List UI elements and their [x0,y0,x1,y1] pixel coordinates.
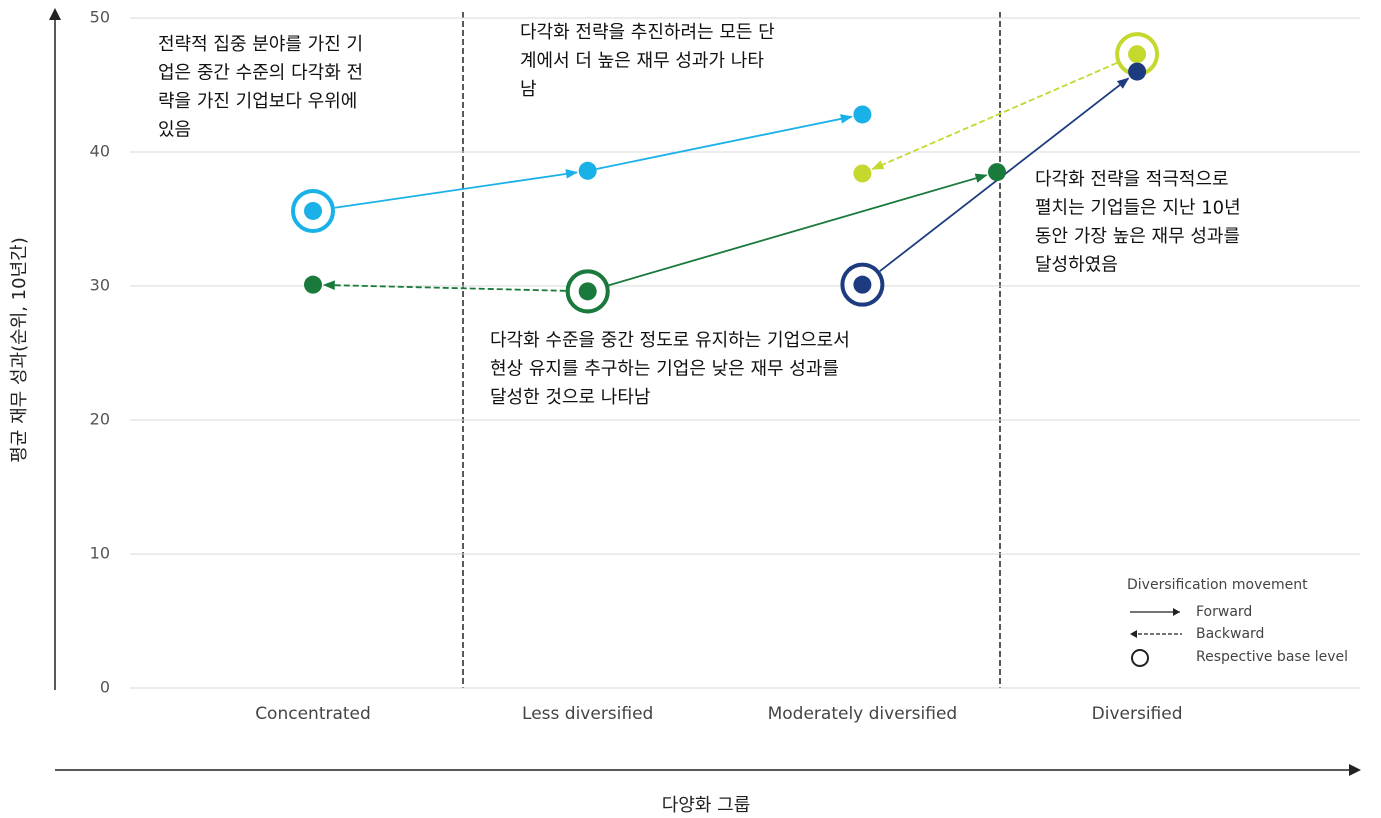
annotation: 계에서 더 높은 재무 성과가 나타 [520,51,764,72]
annotation: 있음 [158,120,191,141]
y-tick-label: 20 [90,410,110,429]
y-tick-label: 50 [90,8,110,27]
annotation: 업은 중간 수준의 다각화 전 [158,63,363,84]
legend-label: Forward [1196,604,1252,620]
x-tick-label: Less diversified [522,704,653,724]
y-axis-label: 평균 재무 성과(순위, 10년간) [9,237,30,462]
annotation: 다각화 수준을 중간 정도로 유지하는 기업으로서 [490,330,850,351]
annotation: 현상 유지를 추구하는 기업은 낮은 재무 성과를 [490,359,839,380]
point [1128,62,1147,81]
legend-ring [1131,649,1149,667]
point [578,161,597,180]
legend: Diversification movement Forward Backwar… [1127,577,1348,667]
movement-arrow [608,173,988,287]
point [988,163,1007,182]
movement-arrow [334,169,579,209]
legend-label: Respective base level [1196,649,1348,665]
annotation: 전략적 집중 분야를 가진 기 [158,34,363,55]
x-axis-label: 다양화 그룹 [662,795,751,816]
annotation: 남 [520,79,537,100]
movement-arrow [322,280,566,292]
movement-arrow [596,114,853,170]
point [1128,45,1147,64]
point [304,201,322,220]
point [304,275,322,294]
y-tick-label: 40 [90,142,110,161]
y-tick-label: 0 [100,678,110,697]
legend-title: Diversification movement [1127,577,1308,593]
annotation: 다각화 전략을 추진하려는 모든 단 [520,22,775,43]
x-tick-label: Diversified [1092,704,1183,724]
lines [322,62,1130,292]
x-tick-label: Concentrated [255,704,371,724]
annotation: 략을 가진 기업보다 우위에 [158,91,357,112]
annotation: 동안 가장 높은 재무 성과를 [1035,226,1240,247]
point [578,282,597,301]
annotation: 달성한 것으로 나타남 [490,387,650,408]
legend-arrowhead [1173,608,1180,616]
point [853,164,872,183]
annotation: 달성하였음 [1035,255,1118,276]
point [853,275,872,294]
y-tick-label: 30 [90,276,110,295]
y-tick-label: 10 [90,544,110,563]
x-tick-label: Moderately diversified [768,704,958,724]
annotation: 펼치는 기업들은 지난 10년 [1035,198,1241,219]
point [853,105,872,124]
annotation: 다각화 전략을 적극적으로 [1035,169,1229,190]
points [291,32,1160,314]
legend-label: Backward [1196,626,1264,642]
legend-arrowhead [1130,630,1137,638]
